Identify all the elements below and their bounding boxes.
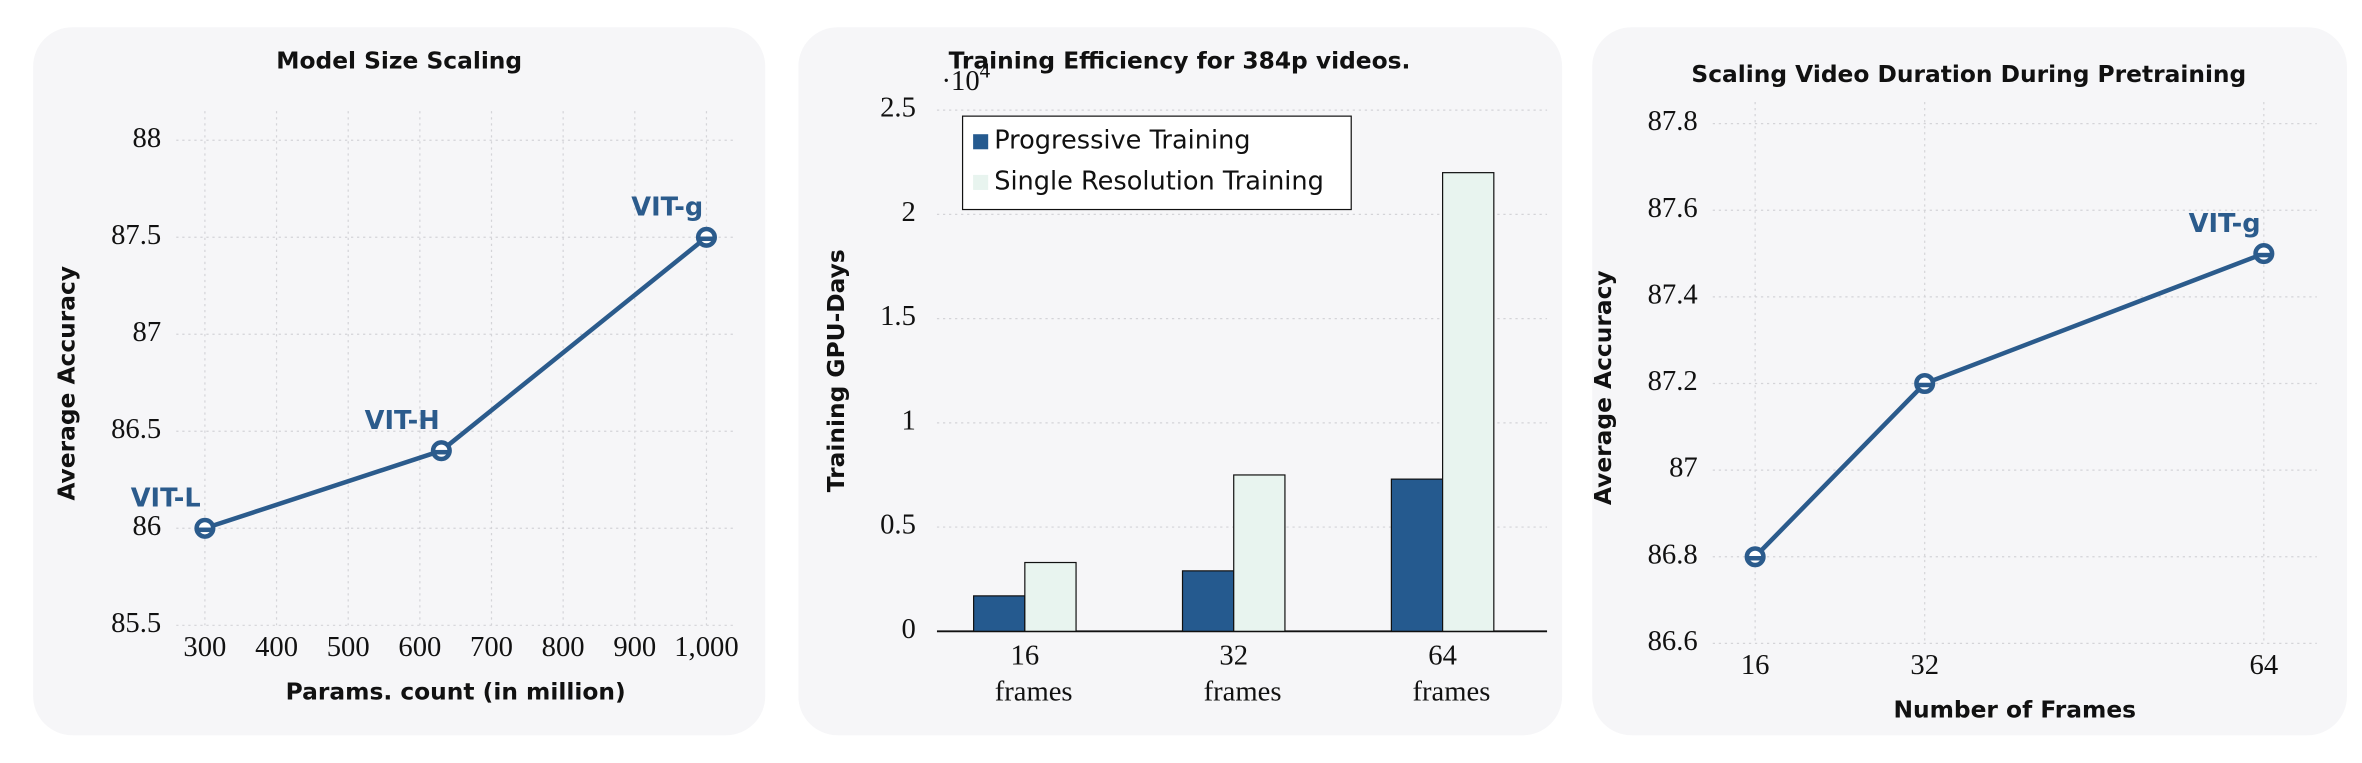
x-tick-label: 500 [327,631,370,663]
bar [1233,474,1286,632]
y-tick-label: 87.8 [1648,105,1698,137]
y-tick-label: 1 [902,404,916,436]
chart-title: Model Size Scaling [276,46,522,74]
x-axis-label: Params. count (in million) [286,678,626,706]
y-tick-label: 87.4 [1648,278,1698,310]
point-label: VIT-g [2189,209,2261,239]
legend-swatch [973,174,989,190]
point-label: VIT-g [631,193,703,223]
x-tick-label: 32 [1910,649,1939,681]
y-tick-label: 1.5 [880,300,916,332]
x-tick-label: 600 [398,631,441,663]
y-tick-label: 86 [133,510,162,542]
x-tick-label: 300 [183,631,226,663]
bar [1181,570,1235,632]
y-tick-label: 86.6 [1648,625,1698,657]
chart-title: Scaling Video Duration During Pretrainin… [1691,60,2246,88]
y-axis-label: Average Accuracy [52,266,80,501]
x-tick-label: 1,000 [674,631,738,663]
x-axis-label: Number of Frames [1893,696,2136,724]
multiplier-base: ·10 [941,65,979,97]
x-tick-label: 800 [542,631,585,663]
bar [1442,172,1495,632]
x-tick-label: 700 [470,631,513,663]
chart-title: Training Efficiency for 384p videos. [949,46,1411,74]
y-tick-label: 87 [1669,452,1698,484]
y-tick-label: 87.6 [1648,192,1698,224]
y-tick-label: 86.5 [111,413,161,445]
x-tick-label-box: 16 frames [994,640,1073,709]
point-label: VIT-L [131,484,201,514]
y-tick-label: 85.5 [111,607,161,639]
y-tick-label: 87.5 [111,219,161,251]
bar [1024,561,1077,632]
axis-multiplier: ·104 [941,58,990,96]
x-tick-label: 16 [1741,649,1770,681]
x-tick-label: 900 [613,631,656,663]
bar [973,595,1026,632]
x-tick-label: 16 frames [994,640,1073,709]
legend-box [961,115,1352,211]
legend-label: Single Resolution Training [994,166,1324,196]
bar [1390,478,1444,632]
legend-label: Progressive Training [994,126,1250,156]
point-label: VIT-H [365,406,440,436]
panel [33,27,766,736]
y-tick-label: 87.2 [1648,365,1698,397]
legend-swatch [973,134,989,150]
y-tick-label: 88 [133,122,162,154]
x-tick-label: 64 frames [1412,640,1491,709]
y-tick-label: 2.5 [880,92,916,124]
x-tick-label-box: 64 frames [1412,640,1491,709]
y-tick-label: 0 [902,613,916,645]
y-tick-label: 2 [902,196,916,228]
x-tick-label: 400 [255,631,298,663]
y-axis-label: Average Accuracy [1589,270,1617,505]
y-axis-label: Training GPU-Days [822,249,850,492]
y-tick-label: 0.5 [880,509,916,541]
x-tick-label: 32 frames [1203,640,1282,709]
y-tick-label: 87 [133,316,162,348]
x-tick-label-box: 32 frames [1203,640,1282,709]
x-tick-label: 64 [2250,649,2279,681]
panel [1592,27,2347,736]
y-tick-label: 86.8 [1648,538,1698,570]
multiplier-exponent: 4 [980,58,991,82]
